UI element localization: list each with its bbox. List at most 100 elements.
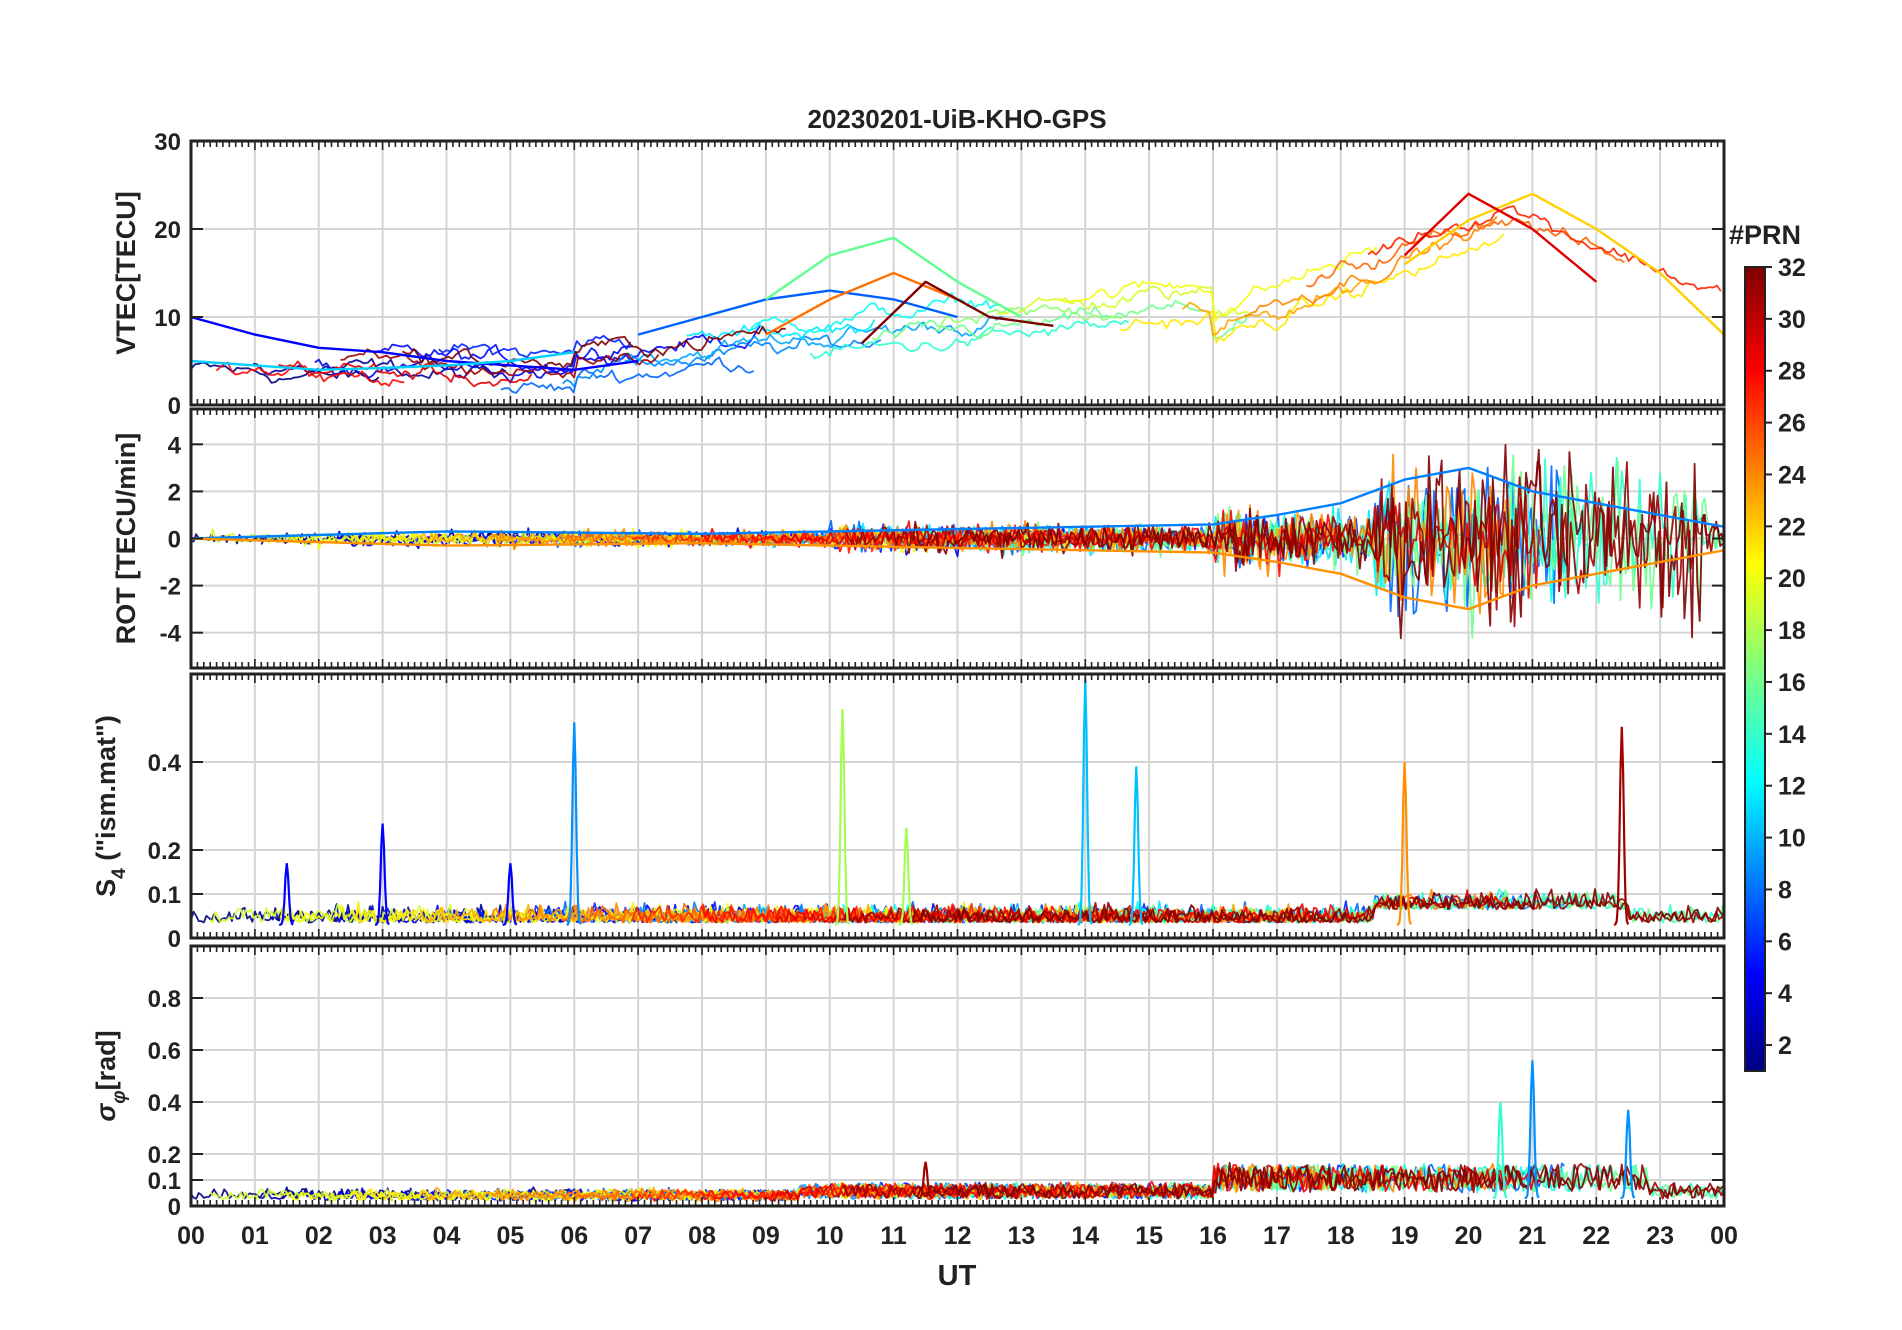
texture-trace-prn-28 xyxy=(215,361,405,387)
x-tick-label: 14 xyxy=(1071,1222,1099,1250)
y-tick-label: 0 xyxy=(168,926,181,953)
texture-trace-prn-8 xyxy=(500,356,755,394)
series-prn-14-peak xyxy=(1492,1101,1508,1200)
series-prn-17-peak xyxy=(834,709,850,926)
x-tick-label: 02 xyxy=(305,1222,333,1250)
texture-trace-prn-24 xyxy=(1244,215,1498,317)
x-tick-label: 11 xyxy=(880,1222,907,1250)
texture-trace-prn-32 xyxy=(911,443,1724,640)
texture-trace-prn-27 xyxy=(1367,205,1722,292)
texture-trace-prn-29 xyxy=(278,360,533,388)
texture-trace-prn-31 xyxy=(842,891,1724,924)
series-prn-9-peak xyxy=(1620,1109,1636,1200)
series-prn-9-peak xyxy=(1524,1060,1540,1200)
chart-title: 20230201-UiB-KHO-GPS xyxy=(807,104,1106,134)
x-ticks-rot xyxy=(190,409,1725,668)
x-tick-label: 20 xyxy=(1455,1222,1483,1250)
texture-trace-prn-6 xyxy=(438,334,632,359)
colorbar-tick-label: 26 xyxy=(1778,410,1806,438)
series-prn-31-peak xyxy=(917,1161,933,1200)
texture-trace-prn-20 xyxy=(1057,246,1378,322)
y-tick-label: 0 xyxy=(168,527,181,554)
x-tick-label: 05 xyxy=(496,1222,524,1250)
texture-traces-sigma_phi xyxy=(191,1161,1724,1203)
y-tick-label: -2 xyxy=(160,574,181,601)
x-tick-label: 12 xyxy=(944,1222,972,1250)
texture-trace-prn-16 xyxy=(871,299,1253,342)
y-tick-label: 0.1 xyxy=(148,1168,181,1195)
colorbar-tick-label: 14 xyxy=(1778,721,1806,749)
panel-vtec: 0 10 20 30 VTEC[TECU] xyxy=(111,129,1726,420)
series-prn-12 xyxy=(191,351,575,371)
x-tick-label: 17 xyxy=(1263,1222,1291,1250)
texture-trace-prn-19 xyxy=(996,285,1250,318)
y-axis-label-sigma_phi: σφ[rad] xyxy=(91,1030,130,1121)
series-prn-17-peak xyxy=(898,827,914,926)
series-prn-21 xyxy=(1403,192,1724,336)
y-tick-label: 0.2 xyxy=(148,838,181,865)
x-ticks-s4 xyxy=(190,674,1725,938)
y-axis-label-subscript: 4 xyxy=(109,868,130,879)
x-tick-label: 16 xyxy=(1199,1222,1227,1250)
colorbar-title: #PRN xyxy=(1729,220,1801,250)
x-tick-label: 18 xyxy=(1327,1222,1355,1250)
x-tick-label: 00 xyxy=(1710,1222,1738,1250)
y-axis-label-s4: S4 ("ism.mat") xyxy=(91,715,130,897)
y-tick-label: 0.4 xyxy=(148,750,182,777)
texture-trace-prn-29 xyxy=(771,1164,1540,1202)
series-prn-3-peak xyxy=(502,863,518,926)
y-axis-label-main: σ xyxy=(91,1103,121,1122)
colorbar-tick-label: 24 xyxy=(1778,461,1806,489)
y-axis-label-vtec: VTEC[TECU] xyxy=(111,191,141,355)
x-tick-label: 00 xyxy=(177,1222,205,1250)
colorbar-tick-label: 18 xyxy=(1778,617,1806,645)
colorbar-tick-label: 16 xyxy=(1778,669,1806,697)
series-s4 xyxy=(279,678,1630,926)
y-tick-label: 0 xyxy=(168,393,181,420)
x-tick-label: 09 xyxy=(752,1222,780,1250)
series-prn-3-peak xyxy=(279,863,294,926)
texture-trace-prn-31 xyxy=(340,348,660,379)
y-axis-label-rest: ("ism.mat") xyxy=(91,715,121,868)
x-tick-label: 06 xyxy=(560,1222,588,1250)
texture-trace-prn-23 xyxy=(1181,278,1375,336)
x-tick-label: 10 xyxy=(816,1222,844,1250)
y-tick-label: 0.2 xyxy=(148,1142,181,1169)
series-vtec xyxy=(191,192,1724,371)
texture-trace-prn-31 xyxy=(842,460,1724,628)
x-tick-label: 08 xyxy=(688,1222,716,1250)
series-prn-24 xyxy=(191,537,1724,611)
texture-trace-prn-32 xyxy=(911,1161,1724,1200)
colorbar-tick-label: 22 xyxy=(1778,513,1806,541)
colorbar-tick-label: 2 xyxy=(1778,1032,1792,1060)
series-sigma_phi xyxy=(917,1060,1636,1200)
x-ticks-sigma_phi xyxy=(190,946,1725,1206)
x-tick-label: 23 xyxy=(1646,1222,1674,1250)
y-axis-label-rot: ROT [TECU/min] xyxy=(111,433,141,644)
y-tick-label: 20 xyxy=(154,217,181,244)
x-tick-label: 21 xyxy=(1518,1222,1546,1250)
x-tick-labels: 00 01 02 03 04 05 06 07 08 09 10 11 12 13 14 15 16 17 18 19… xyxy=(177,1222,1738,1250)
x-axis-title: UT xyxy=(938,1260,977,1292)
series-prn-32 xyxy=(860,280,1054,345)
x-ticks-vtec xyxy=(190,141,1725,405)
texture-trace-prn-21 xyxy=(1120,233,1505,344)
colorbar-tick-label: 30 xyxy=(1778,306,1806,334)
colorbar-tick-label: 4 xyxy=(1778,980,1792,1008)
series-prn-11-peak xyxy=(1128,766,1144,926)
y-axis-label-subscript: φ xyxy=(109,1090,130,1103)
y-tick-label: 4 xyxy=(168,432,182,459)
colorbar-tick-label: 20 xyxy=(1778,565,1806,593)
texture-traces-rot xyxy=(191,443,1724,640)
panel-s4: 0 0.1 0.2 0.4 S4 ("ism.mat") xyxy=(91,672,1726,953)
texture-trace-prn-32 xyxy=(911,888,1724,924)
y-axis-label-main: S xyxy=(91,879,121,897)
x-tick-label: 01 xyxy=(241,1222,269,1250)
x-tick-label: 03 xyxy=(369,1222,397,1250)
texture-trace-prn-1 xyxy=(191,361,380,384)
x-tick-label: 07 xyxy=(624,1222,652,1250)
texture-trace-prn-32 xyxy=(401,325,786,370)
